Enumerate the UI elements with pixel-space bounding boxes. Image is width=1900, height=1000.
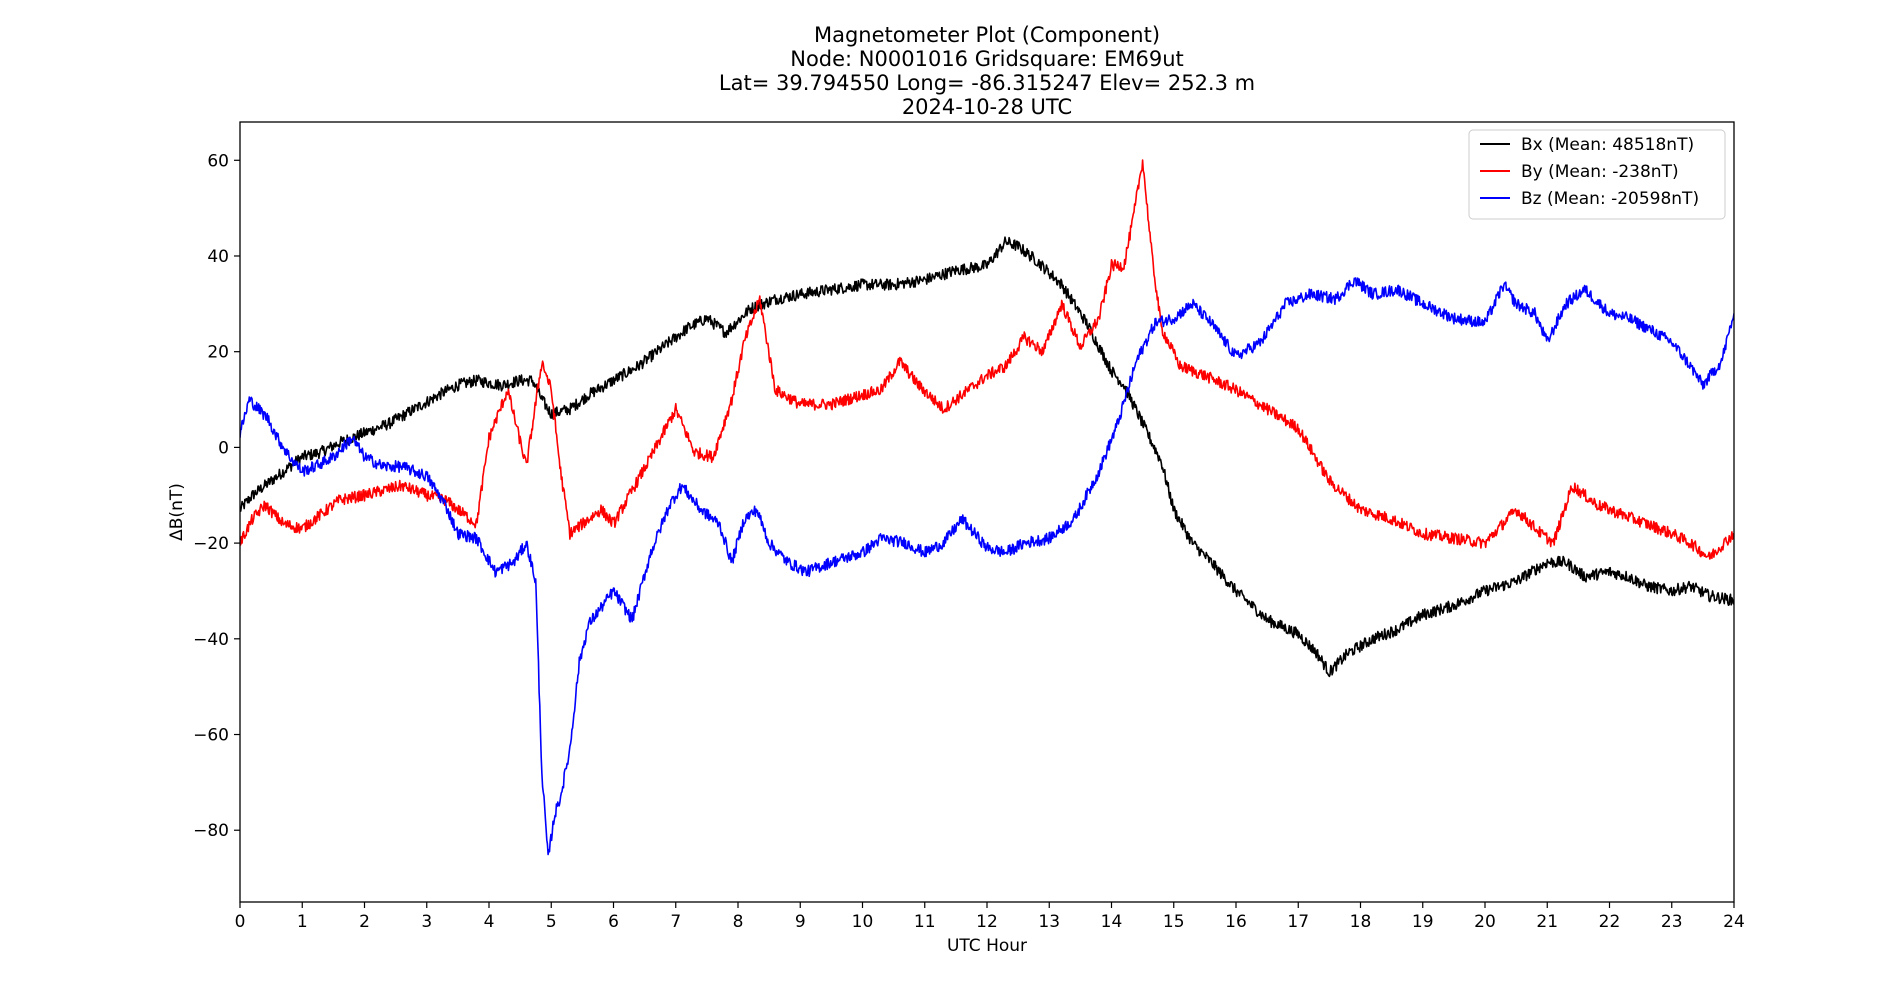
x-tick-label: 21 — [1536, 912, 1558, 932]
x-tick-label: 5 — [546, 912, 557, 932]
title-line-4: 2024-10-28 UTC — [902, 95, 1072, 119]
x-tick-label: 6 — [608, 912, 619, 932]
x-tick-label: 13 — [1038, 912, 1060, 932]
x-tick-label: 3 — [421, 912, 432, 932]
x-tick-label: 2 — [359, 912, 370, 932]
x-tick-label: 4 — [484, 912, 495, 932]
x-tick-label: 14 — [1101, 912, 1123, 932]
x-tick-label: 10 — [852, 912, 874, 932]
legend-label-bx: Bx (Mean: 48518nT) — [1521, 135, 1694, 155]
series-line-bx — [240, 236, 1734, 678]
series-line-by — [240, 159, 1734, 560]
x-tick-label: 16 — [1225, 912, 1247, 932]
x-axis: 0 1 2 3 4 5 6 7 8 9 10 11 12 13 14 15 16 17 18 19 20 21 22 23 24 — [235, 902, 1745, 932]
x-tick-label: 0 — [235, 912, 246, 932]
y-tick-label: 20 — [207, 343, 229, 363]
legend-label-bz: Bz (Mean: -20598nT) — [1521, 189, 1699, 209]
y-tick-label: 40 — [207, 247, 229, 267]
legend-label-by: By (Mean: -238nT) — [1521, 162, 1679, 182]
y-tick-label: 0 — [218, 438, 229, 458]
y-axis-label: ΔB(nT) — [167, 483, 187, 541]
x-tick-label: 9 — [795, 912, 806, 932]
y-tick-label: 60 — [207, 151, 229, 171]
x-tick-label: 1 — [297, 912, 308, 932]
title-line-1: Magnetometer Plot (Component) — [814, 23, 1160, 47]
chart-title: Magnetometer Plot (Component) Node: N000… — [719, 23, 1255, 119]
x-tick-label: 24 — [1723, 912, 1745, 932]
title-line-3: Lat= 39.794550 Long= -86.315247 Elev= 25… — [719, 71, 1255, 95]
legend: Bx (Mean: 48518nT) By (Mean: -238nT) Bz (M… — [1468, 129, 1726, 220]
x-tick-label: 17 — [1287, 912, 1309, 932]
x-tick-label: 20 — [1474, 912, 1496, 932]
x-tick-label: 12 — [976, 912, 998, 932]
x-tick-label: 19 — [1412, 912, 1434, 932]
y-tick-label: −20 — [193, 534, 229, 554]
y-axis: −80 −60 −40 −20 0 20 40 60 — [193, 151, 240, 841]
series-line-bz — [240, 277, 1734, 856]
legend-frame — [1468, 129, 1726, 220]
x-tick-label: 8 — [733, 912, 744, 932]
x-tick-label: 7 — [670, 912, 681, 932]
title-line-2: Node: N0001016 Gridsquare: EM69ut — [790, 47, 1183, 71]
x-axis-label: UTC Hour — [947, 936, 1027, 956]
x-tick-label: 22 — [1599, 912, 1621, 932]
x-tick-label: 11 — [914, 912, 936, 932]
y-tick-label: −40 — [193, 630, 229, 650]
x-tick-label: 18 — [1350, 912, 1372, 932]
x-tick-label: 23 — [1661, 912, 1683, 932]
y-tick-label: −60 — [193, 726, 229, 746]
series-layer — [240, 159, 1734, 856]
x-tick-label: 15 — [1163, 912, 1185, 932]
y-tick-label: −80 — [193, 821, 229, 841]
